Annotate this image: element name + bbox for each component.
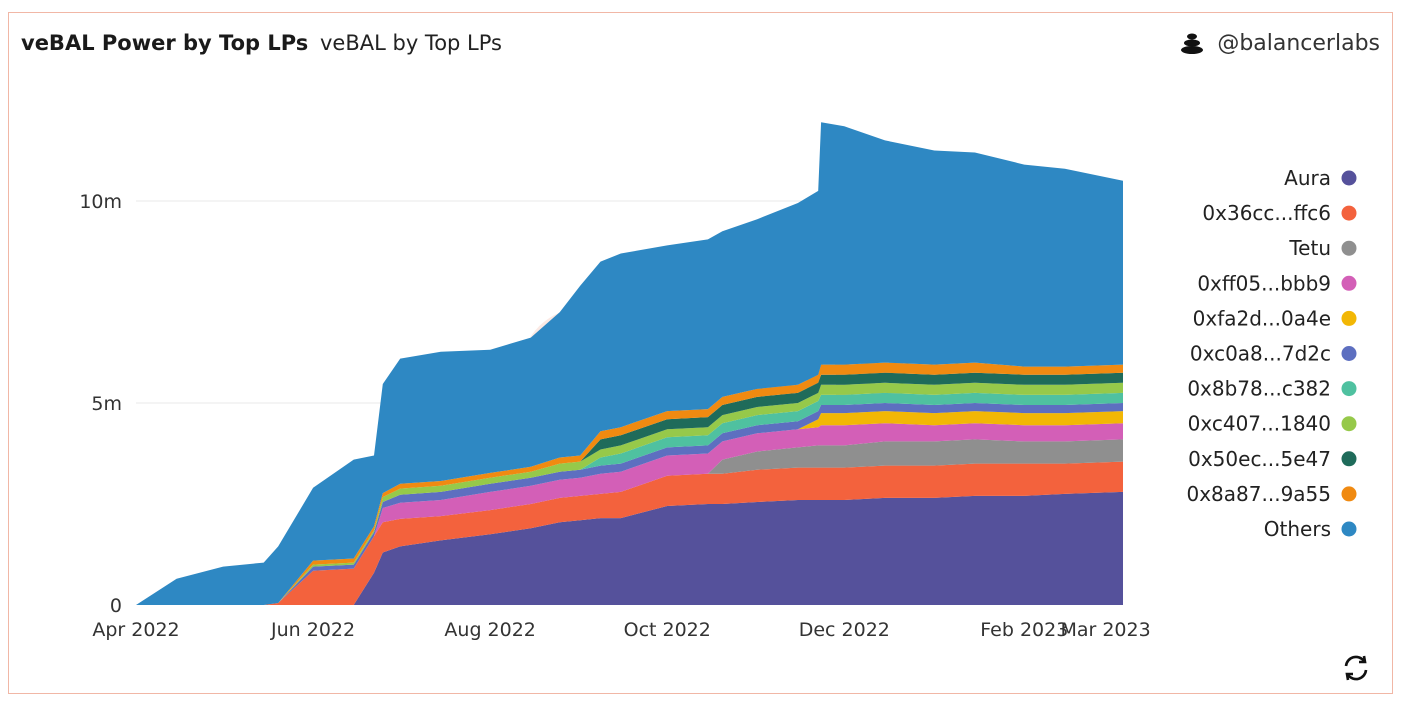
legend-label: 0xc0a8...7d2c [1190, 342, 1331, 366]
legend-label: 0xc407...1840 [1188, 412, 1331, 436]
legend-swatch[interactable] [1341, 486, 1357, 502]
legend-swatch[interactable] [1341, 275, 1357, 291]
legend-label: 0x50ec...5e47 [1188, 447, 1331, 471]
legend-swatch[interactable] [1341, 310, 1357, 326]
legend-swatch[interactable] [1341, 240, 1357, 256]
chart-subtitle: veBAL by Top LPs [320, 31, 502, 55]
legend-label: 0x8b78...c382 [1187, 377, 1331, 401]
brand: @balancerlabs [1179, 30, 1380, 56]
legend-swatch[interactable] [1341, 170, 1357, 186]
x-tick-label: Mar 2023 [1060, 619, 1150, 641]
legend-swatch[interactable] [1341, 416, 1357, 432]
legend-swatch[interactable] [1341, 346, 1357, 361]
refresh-icon[interactable] [1340, 652, 1372, 684]
legend-swatch[interactable] [1341, 521, 1357, 537]
legend-label: Tetu [1288, 236, 1331, 260]
legend-label: 0x36cc...ffc6 [1202, 201, 1331, 225]
y-axis-ticks: 0 5m 10m [79, 191, 122, 617]
x-tick-label: Oct 2022 [624, 619, 711, 641]
chart-title: veBAL Power by Top LPs [21, 31, 309, 55]
legend-label: 0xfa2d...0a4e [1193, 306, 1331, 330]
y-tick-label: 5m [91, 393, 122, 415]
x-axis-ticks: Apr 2022 Jun 2022 Aug 2022 Oct 2022 Dec 2022… [92, 619, 1150, 641]
area-series-tetu[interactable] [136, 439, 1123, 605]
y-tick-label: 10m [79, 191, 122, 213]
brand-handle[interactable]: @balancerlabs [1217, 30, 1380, 56]
legend-label: 0x8a87...9a55 [1187, 482, 1332, 506]
x-tick-label: Dec 2022 [799, 619, 890, 641]
legend-swatch[interactable] [1341, 451, 1357, 467]
legend-label: Others [1264, 517, 1331, 541]
x-tick-label: Feb 2023 [980, 619, 1068, 641]
area-series-aura[interactable] [136, 491, 1123, 605]
area-series-0x36cc-ffc6[interactable] [136, 461, 1123, 605]
y-tick-label: 0 [110, 595, 122, 617]
balancer-stack-icon [1179, 30, 1205, 56]
legend-swatch[interactable] [1341, 381, 1357, 397]
legend-label: 0xff05...bbb9 [1197, 271, 1331, 295]
legend-swatch[interactable] [1341, 205, 1357, 221]
area-series-others[interactable] [136, 122, 1123, 605]
stacked-areas [136, 122, 1123, 605]
x-tick-label: Jun 2022 [270, 619, 355, 641]
legend: Aura 0x36cc...ffc6 Tetu 0xff05...bbb9 0xfa2d… [1187, 166, 1357, 541]
legend-label: Aura [1284, 166, 1331, 190]
x-tick-label: Aug 2022 [444, 619, 536, 641]
area-series-0xff05-bbb9[interactable] [136, 423, 1123, 605]
x-tick-label: Apr 2022 [92, 619, 179, 641]
